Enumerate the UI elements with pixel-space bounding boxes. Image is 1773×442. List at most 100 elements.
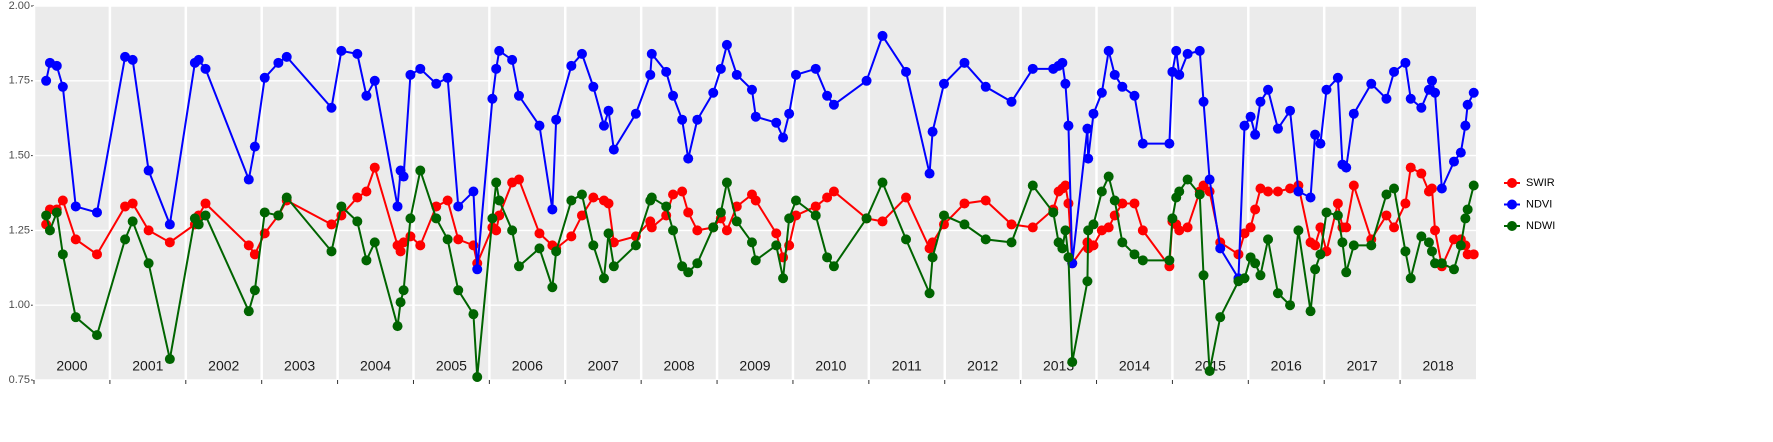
point (1310, 129, 1321, 140)
point (1405, 273, 1416, 284)
point (1164, 138, 1175, 149)
point (1255, 270, 1266, 281)
point (1468, 249, 1479, 260)
point (1348, 240, 1359, 251)
point (431, 78, 442, 89)
point (352, 192, 363, 203)
point (784, 108, 795, 119)
point (1263, 234, 1274, 245)
point (822, 252, 833, 263)
point (405, 231, 416, 242)
point (1194, 45, 1205, 56)
point (1048, 207, 1059, 218)
y-tick-label: 1.50 (9, 150, 30, 162)
x-tick-label: 2005 (436, 358, 467, 374)
point (790, 69, 801, 80)
point (472, 264, 483, 275)
point (1239, 120, 1250, 131)
point (1250, 129, 1261, 140)
point (810, 210, 821, 221)
point (1096, 186, 1107, 197)
point (877, 30, 888, 41)
point (677, 114, 688, 125)
point (442, 234, 453, 245)
point (534, 243, 545, 254)
point (1468, 180, 1479, 191)
point (1263, 84, 1274, 95)
point (645, 69, 656, 80)
point (405, 69, 416, 80)
point (70, 201, 81, 212)
point (1204, 174, 1215, 185)
point (1117, 198, 1128, 209)
point (453, 285, 464, 296)
point (924, 288, 935, 299)
point (1088, 219, 1099, 230)
point (1332, 72, 1343, 83)
point (1315, 222, 1326, 233)
point (603, 198, 614, 209)
legend: SWIR NDVI NDWI (1504, 177, 1555, 232)
point (249, 249, 260, 260)
point (1405, 93, 1416, 104)
marks (41, 30, 1479, 383)
x-tick-label: 2000 (56, 358, 87, 374)
point (91, 249, 102, 260)
point (369, 237, 380, 248)
point (453, 234, 464, 245)
point (44, 225, 55, 236)
point (588, 240, 599, 251)
point (810, 63, 821, 74)
point (1174, 186, 1185, 197)
point (692, 114, 703, 125)
point (828, 261, 839, 272)
point (1426, 75, 1437, 86)
point (431, 213, 442, 224)
point (1194, 189, 1205, 200)
point (1096, 87, 1107, 98)
point (1083, 153, 1094, 164)
point (828, 99, 839, 110)
point (1285, 300, 1296, 311)
x-tick-label: 2006 (512, 358, 543, 374)
point (828, 186, 839, 197)
point (1460, 213, 1471, 224)
point (927, 126, 938, 137)
point (1400, 246, 1411, 257)
point (901, 66, 912, 77)
point (1310, 264, 1321, 275)
point (1088, 108, 1099, 119)
point (398, 171, 409, 182)
point (661, 201, 672, 212)
point (336, 201, 347, 212)
point (200, 198, 211, 209)
point (1182, 222, 1193, 233)
point (398, 285, 409, 296)
point (588, 192, 599, 203)
point (938, 78, 949, 89)
point (91, 330, 102, 341)
point (598, 120, 609, 131)
x-tick-label: 2007 (588, 358, 619, 374)
point (1400, 198, 1411, 209)
point (1103, 171, 1114, 182)
point (1310, 240, 1321, 251)
point (630, 240, 641, 251)
point (507, 54, 518, 65)
point (1341, 222, 1352, 233)
point (1426, 183, 1437, 194)
point (326, 246, 337, 257)
point (1272, 186, 1283, 197)
point (1060, 180, 1071, 191)
point (1103, 222, 1114, 233)
series-line (45, 166, 1475, 378)
point (193, 219, 204, 230)
point (1027, 222, 1038, 233)
point (771, 117, 782, 128)
point (1182, 174, 1193, 185)
point (1381, 189, 1392, 200)
point (249, 141, 260, 152)
point (721, 177, 732, 188)
point (143, 165, 154, 176)
